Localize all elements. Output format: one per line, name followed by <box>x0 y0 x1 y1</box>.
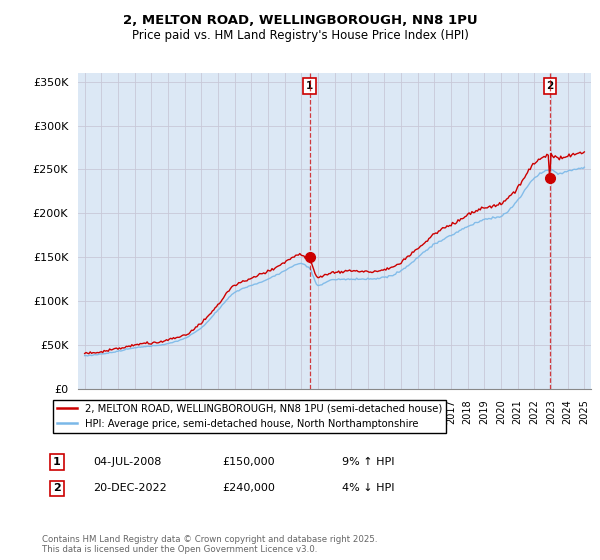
Text: Contains HM Land Registry data © Crown copyright and database right 2025.
This d: Contains HM Land Registry data © Crown c… <box>42 535 377 554</box>
Text: Price paid vs. HM Land Registry's House Price Index (HPI): Price paid vs. HM Land Registry's House … <box>131 29 469 42</box>
Text: 2: 2 <box>547 81 554 91</box>
Text: 4% ↓ HPI: 4% ↓ HPI <box>342 483 395 493</box>
Text: £150,000: £150,000 <box>222 457 275 467</box>
Legend: 2, MELTON ROAD, WELLINGBOROUGH, NN8 1PU (semi-detached house), HPI: Average pric: 2, MELTON ROAD, WELLINGBOROUGH, NN8 1PU … <box>53 400 446 433</box>
Text: £240,000: £240,000 <box>222 483 275 493</box>
Text: 9% ↑ HPI: 9% ↑ HPI <box>342 457 395 467</box>
Text: 04-JUL-2008: 04-JUL-2008 <box>93 457 161 467</box>
Text: 1: 1 <box>53 457 61 467</box>
Text: 1: 1 <box>306 81 313 91</box>
Text: 2: 2 <box>53 483 61 493</box>
Text: 20-DEC-2022: 20-DEC-2022 <box>93 483 167 493</box>
Text: 2, MELTON ROAD, WELLINGBOROUGH, NN8 1PU: 2, MELTON ROAD, WELLINGBOROUGH, NN8 1PU <box>122 14 478 27</box>
